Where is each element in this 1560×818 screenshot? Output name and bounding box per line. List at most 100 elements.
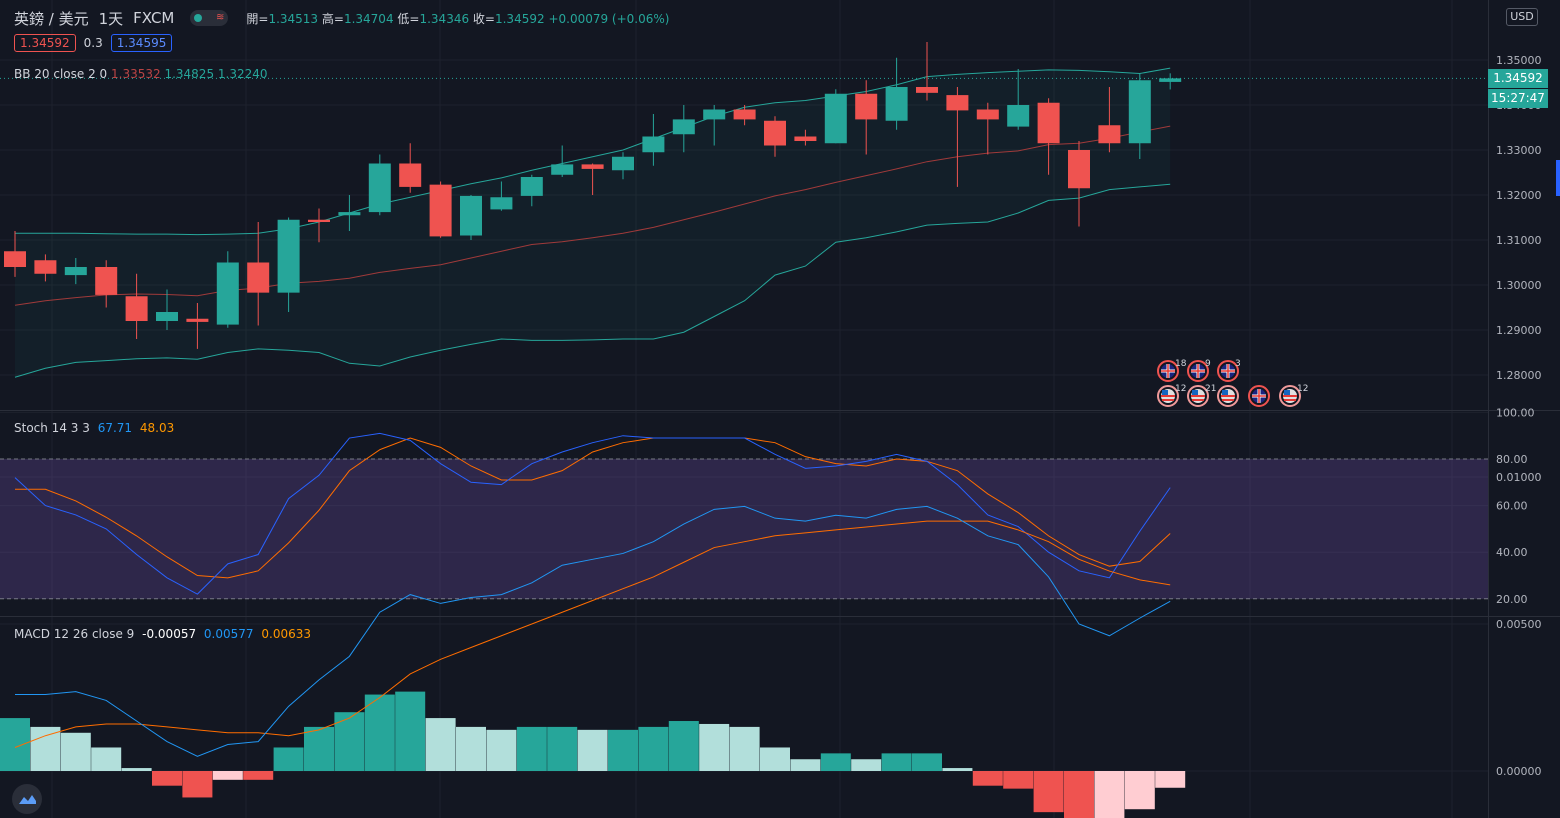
- macd-histogram-bar: [668, 721, 699, 771]
- close-label: 收=: [472, 11, 495, 26]
- stoch-legend[interactable]: Stoch 14 3 3 67.71 48.03: [14, 421, 174, 435]
- bb-basis-line: [14, 125, 1171, 306]
- bar-countdown-tag: 15:27:47: [1488, 89, 1548, 108]
- bb-basis-value: 1.33532: [111, 67, 161, 81]
- economic-event-marker: [1157, 385, 1179, 407]
- candle: [794, 129, 817, 146]
- candle: [764, 116, 786, 157]
- candle: [1098, 87, 1121, 153]
- macd-histogram-bar: [243, 771, 274, 780]
- candle-body: [460, 195, 482, 236]
- candle-body: [338, 212, 361, 216]
- us-flag-stripe: [1191, 395, 1205, 397]
- sell-button[interactable]: 1.34592: [14, 34, 76, 52]
- macd-histogram-bar: [212, 771, 243, 780]
- event-count: 12: [1297, 384, 1308, 394]
- low-label: 低=: [397, 11, 420, 26]
- candle-body: [551, 164, 574, 175]
- event-count: 12: [1175, 384, 1186, 394]
- candle: [946, 87, 969, 187]
- macd-histogram-bar: [486, 729, 517, 771]
- candle-body: [4, 251, 26, 267]
- candle: [612, 152, 634, 180]
- candle-body: [247, 262, 270, 293]
- tradingview-logo-icon[interactable]: [12, 784, 42, 814]
- macd-legend[interactable]: MACD 12 26 close 9 -0.00057 0.00577 0.00…: [14, 627, 311, 641]
- event-count: 21: [1205, 384, 1216, 394]
- candle: [4, 231, 26, 277]
- macd-histogram-bar: [304, 726, 334, 771]
- candle-body: [1128, 80, 1151, 144]
- candle-body: [581, 164, 604, 169]
- candle: [642, 114, 665, 166]
- macd-histogram-bar: [334, 712, 365, 771]
- source-label: FXCM: [133, 9, 175, 27]
- candle-body: [1007, 105, 1030, 127]
- us-flag-stripe: [1162, 399, 1174, 401]
- price-axis-label: 1.31000: [1496, 234, 1542, 247]
- candle: [885, 57, 908, 130]
- candle-body: [794, 136, 817, 141]
- macd-histogram-bar: [729, 726, 760, 771]
- currency-button[interactable]: USD: [1506, 8, 1538, 26]
- bb-upper-value: 1.34825: [164, 67, 215, 81]
- low-value: 1.34346: [419, 11, 470, 26]
- scroll-handle[interactable]: [1556, 160, 1560, 196]
- event-count: 18: [1175, 359, 1187, 369]
- candle: [308, 208, 330, 243]
- macd-line: [15, 505, 1171, 757]
- candle: [551, 145, 574, 177]
- bb-legend[interactable]: BB 20 close 2 0 1.33532 1.34825 1.32240: [14, 67, 268, 81]
- economic-event-marker: [1248, 385, 1270, 407]
- candle: [399, 143, 422, 193]
- interval-label[interactable]: 1天: [98, 9, 124, 28]
- macd-histogram-bar: [121, 768, 152, 771]
- macd-legend-name: MACD 12 26 close 9: [14, 627, 135, 641]
- us-flag-canton: [1222, 390, 1228, 395]
- candle-body: [1037, 102, 1060, 144]
- candle-body: [703, 109, 726, 120]
- buy-button[interactable]: 1.34595: [110, 34, 173, 52]
- economic-event-marker: [1217, 360, 1239, 382]
- price-axis-label: 1.28000: [1496, 369, 1542, 382]
- price-axis-label: 1.32000: [1496, 189, 1542, 202]
- macd-histogram-bar: [972, 771, 1003, 786]
- macd-histogram-bar: [851, 759, 882, 771]
- macd-histogram-bar: [699, 723, 730, 771]
- open-label: 開=: [246, 11, 269, 26]
- macd-histogram-bar: [516, 726, 547, 771]
- us-flag-stripe: [1221, 395, 1235, 397]
- candle-body: [429, 184, 452, 237]
- macd-axis-label: 0.00000: [1496, 765, 1542, 778]
- candle: [581, 163, 604, 195]
- stoch-k-line: [14, 432, 1171, 595]
- candle: [672, 105, 695, 153]
- symbol-name[interactable]: 英鎊 / 美元: [14, 9, 89, 28]
- ohlc-readout: 開=1.34513 高=1.34704 低=1.34346 收=1.34592 …: [246, 10, 669, 27]
- candle: [733, 105, 756, 126]
- macd-histogram-bar: [760, 747, 790, 771]
- macd-histogram-bar: [790, 759, 821, 771]
- candle: [95, 260, 118, 308]
- us-flag-stripe: [1161, 395, 1175, 397]
- macd-histogram-bar: [395, 691, 426, 771]
- macd-histogram-bar: [1094, 771, 1125, 818]
- candle-body: [824, 93, 847, 144]
- macd-histogram-bar: [364, 694, 395, 771]
- candle-body: [855, 93, 878, 120]
- us-flag-stripe: [1283, 395, 1297, 397]
- macd-histogram-bar: [0, 718, 30, 771]
- macd-histogram-bar: [273, 747, 304, 771]
- macd-histogram-bar: [91, 747, 122, 771]
- bb-band-fill: [15, 68, 1171, 378]
- candle: [1007, 69, 1030, 130]
- macd-histogram-bar: [942, 768, 973, 771]
- trade-panel: 1.34592 0.3 1.34595: [14, 34, 173, 52]
- candle: [824, 89, 847, 144]
- us-flag-stripe: [1192, 399, 1204, 401]
- candle: [703, 105, 726, 146]
- market-status-toggle[interactable]: ≋: [190, 10, 229, 26]
- candle-body: [946, 95, 969, 111]
- economic-event-marker: [1279, 385, 1301, 407]
